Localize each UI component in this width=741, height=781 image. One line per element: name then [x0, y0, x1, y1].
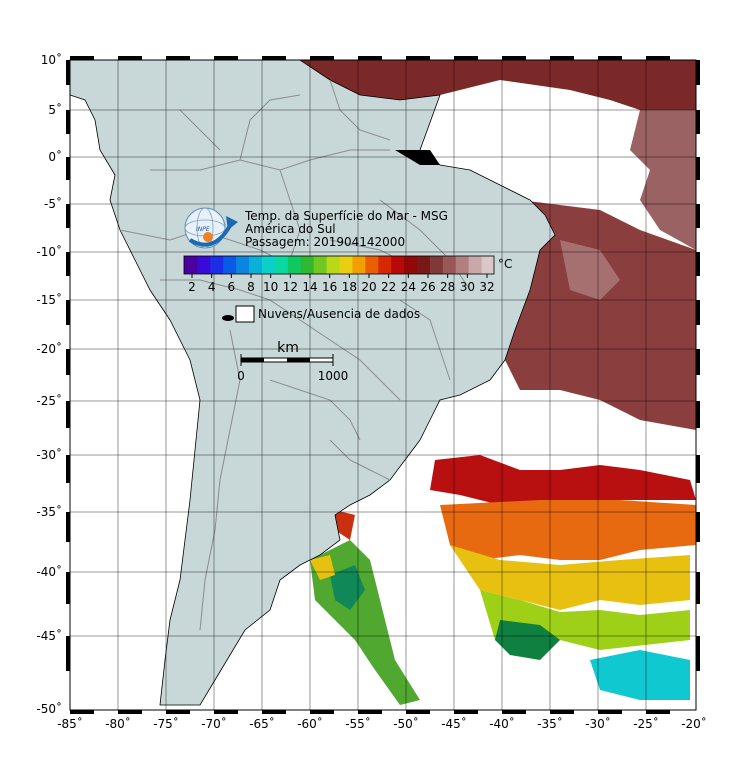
colorbar-tick-label: 28 — [440, 280, 455, 294]
colorbar-segment — [222, 256, 237, 274]
colorbar-segment — [481, 256, 495, 274]
colorbar-unit: °C — [498, 257, 512, 271]
title-line2: América do Sul — [245, 222, 336, 236]
scale-unit: km — [277, 340, 299, 356]
lat-label: -50˚ — [36, 701, 62, 716]
lon-label: -35˚ — [537, 716, 563, 731]
lat-label: -45˚ — [36, 628, 62, 643]
scale-bar — [240, 354, 334, 366]
lat-label: -40˚ — [36, 564, 62, 579]
lat-label: 10˚ — [41, 52, 62, 67]
lake-titicaca — [222, 315, 234, 321]
lon-label: -60˚ — [297, 716, 323, 731]
colorbar-segment — [248, 256, 262, 274]
colorbar-tick-label: 12 — [283, 280, 298, 294]
colorbar-tick-label: 10 — [263, 280, 278, 294]
lon-label: -55˚ — [345, 716, 371, 731]
lat-label: -35˚ — [36, 504, 62, 519]
logo-text: INPE — [196, 226, 210, 233]
colorbar-segment — [455, 256, 469, 274]
lat-label: 5˚ — [48, 102, 62, 117]
inpe-logo: INPE — [184, 207, 238, 249]
colorbar-tick-label: 14 — [302, 280, 317, 294]
colorbar-segment — [274, 256, 288, 274]
lat-label: -20˚ — [36, 341, 62, 356]
sst-north-atlantic — [300, 60, 696, 430]
lat-label: -10˚ — [36, 244, 62, 259]
lon-label: -40˚ — [489, 716, 515, 731]
colorbar-segment — [287, 256, 301, 274]
lon-label: -85˚ — [57, 716, 83, 731]
lat-label: -5˚ — [44, 196, 62, 211]
colorbar-tick-label: 2 — [188, 280, 196, 294]
colorbar-segment — [351, 256, 366, 274]
colorbar-tick-label: 4 — [208, 280, 216, 294]
no-data-swatch — [235, 305, 255, 323]
graticule — [70, 60, 696, 710]
sst-south-atlantic — [310, 455, 696, 705]
colorbar-segment — [468, 256, 482, 274]
colorbar-segment — [300, 256, 314, 274]
colorbar-segment — [313, 256, 327, 274]
colorbar-segment — [377, 256, 392, 274]
colorbar-tick-label: 24 — [401, 280, 416, 294]
lon-label: -65˚ — [249, 716, 275, 731]
lon-label: -70˚ — [201, 716, 227, 731]
colorbar-segment — [390, 256, 405, 274]
lon-label: -80˚ — [105, 716, 131, 731]
colorbar-segment — [339, 256, 353, 274]
title-line3: Passagem: 201904142000 — [245, 235, 405, 249]
colorbar-segment — [326, 256, 340, 274]
colorbar-tick-label: 22 — [381, 280, 396, 294]
scale-start: 0 — [237, 369, 245, 383]
lat-label: 0˚ — [48, 149, 62, 164]
colorbar-tick-label: 32 — [479, 280, 494, 294]
colorbar-tick-label: 16 — [322, 280, 337, 294]
colorbar-segment — [416, 256, 430, 274]
colorbar — [183, 255, 495, 275]
map-frame — [66, 56, 700, 714]
colorbar-tick-label: 30 — [460, 280, 475, 294]
colorbar-segment — [184, 256, 198, 274]
colorbar-segment — [429, 256, 443, 274]
colorbar-tick-label: 26 — [420, 280, 435, 294]
latitude-labels: 10˚ 5˚ 0˚ -5˚ -10˚ -15˚ -20˚ -25˚ -30˚ -… — [36, 52, 62, 716]
colorbar-tick-label: 18 — [342, 280, 357, 294]
colorbar-segment — [403, 256, 417, 274]
no-data-label: Nuvens/Ausencia de dados — [258, 307, 420, 321]
lon-label: -45˚ — [441, 716, 467, 731]
colorbar-segment — [364, 256, 379, 274]
lat-label: -30˚ — [36, 447, 62, 462]
colorbar-segment — [442, 256, 456, 274]
colorbar-ticks: 2 4 6 8 10 12 14 16 18 20 22 24 26 28 30 32 — [188, 274, 495, 294]
colorbar-segment — [235, 256, 250, 274]
lon-label: -25˚ — [633, 716, 659, 731]
colorbar-segment — [261, 256, 275, 274]
lon-label: -75˚ — [153, 716, 179, 731]
lat-label: -15˚ — [36, 292, 62, 307]
colorbar-tick-label: 8 — [247, 280, 255, 294]
colorbar-tick-label: 20 — [361, 280, 376, 294]
lat-label: -25˚ — [36, 393, 62, 408]
longitude-labels: -85˚ -80˚ -75˚ -70˚ -65˚ -60˚ -55˚ -50˚ … — [57, 716, 707, 731]
colorbar-tick-label: 6 — [228, 280, 236, 294]
colorbar-segment — [196, 256, 211, 274]
lon-label: -50˚ — [393, 716, 419, 731]
amazon-mouth — [395, 150, 440, 165]
lon-label: -20˚ — [681, 716, 707, 731]
scale-end: 1000 — [318, 369, 349, 383]
colorbar-segment — [209, 256, 224, 274]
lon-label: -30˚ — [585, 716, 611, 731]
title-line1: Temp. da Superfície do Mar - MSG — [244, 209, 448, 223]
